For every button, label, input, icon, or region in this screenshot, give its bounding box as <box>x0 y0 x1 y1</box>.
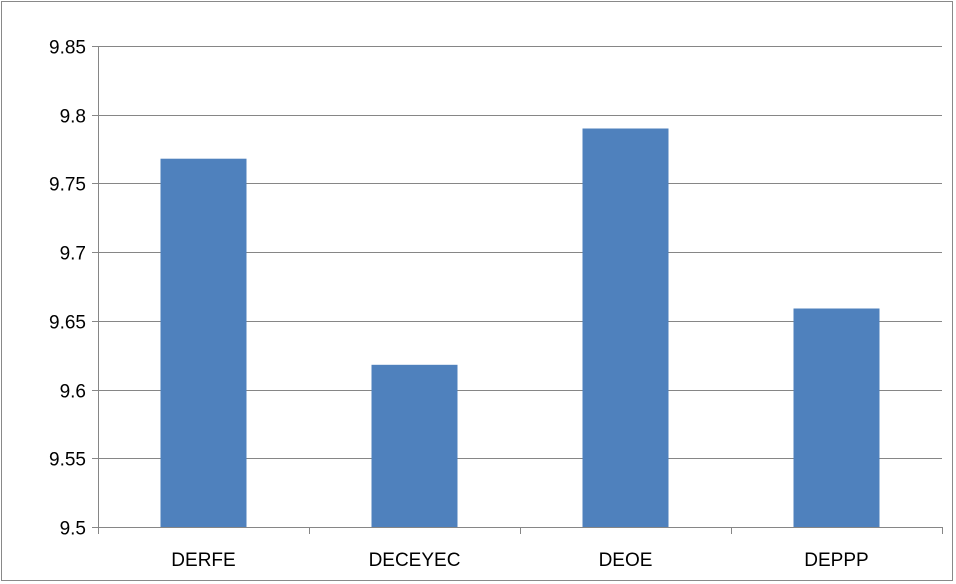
y-tick-label: 9.8 <box>60 107 86 128</box>
bar-deoe <box>582 128 669 527</box>
y-tick-label: 9.7 <box>60 244 86 265</box>
y-tick-label: 9.75 <box>49 175 86 196</box>
y-tick-label: 9.6 <box>60 382 86 403</box>
axes <box>92 46 943 534</box>
y-tick-label: 9.85 <box>49 38 86 59</box>
x-tick-label: DEOE <box>599 550 653 571</box>
bar-derfe <box>160 158 247 527</box>
y-tick-label: 9.55 <box>49 450 86 471</box>
y-tick-labels: 9.5 9.55 9.6 9.65 9.7 9.75 9.8 9.85 <box>49 38 86 540</box>
bar-deppp <box>793 308 880 527</box>
x-tick-label: DECEYEC <box>369 550 461 571</box>
bar-deceyec <box>371 364 458 527</box>
y-tick-label: 9.65 <box>49 313 86 334</box>
x-tick-labels: DERFE DECEYEC DEOE DEPPP <box>171 550 868 571</box>
bars <box>160 128 880 527</box>
x-tick-label: DERFE <box>171 550 235 571</box>
y-tick-label: 9.5 <box>60 519 86 540</box>
x-tick-label: DEPPP <box>804 550 868 571</box>
